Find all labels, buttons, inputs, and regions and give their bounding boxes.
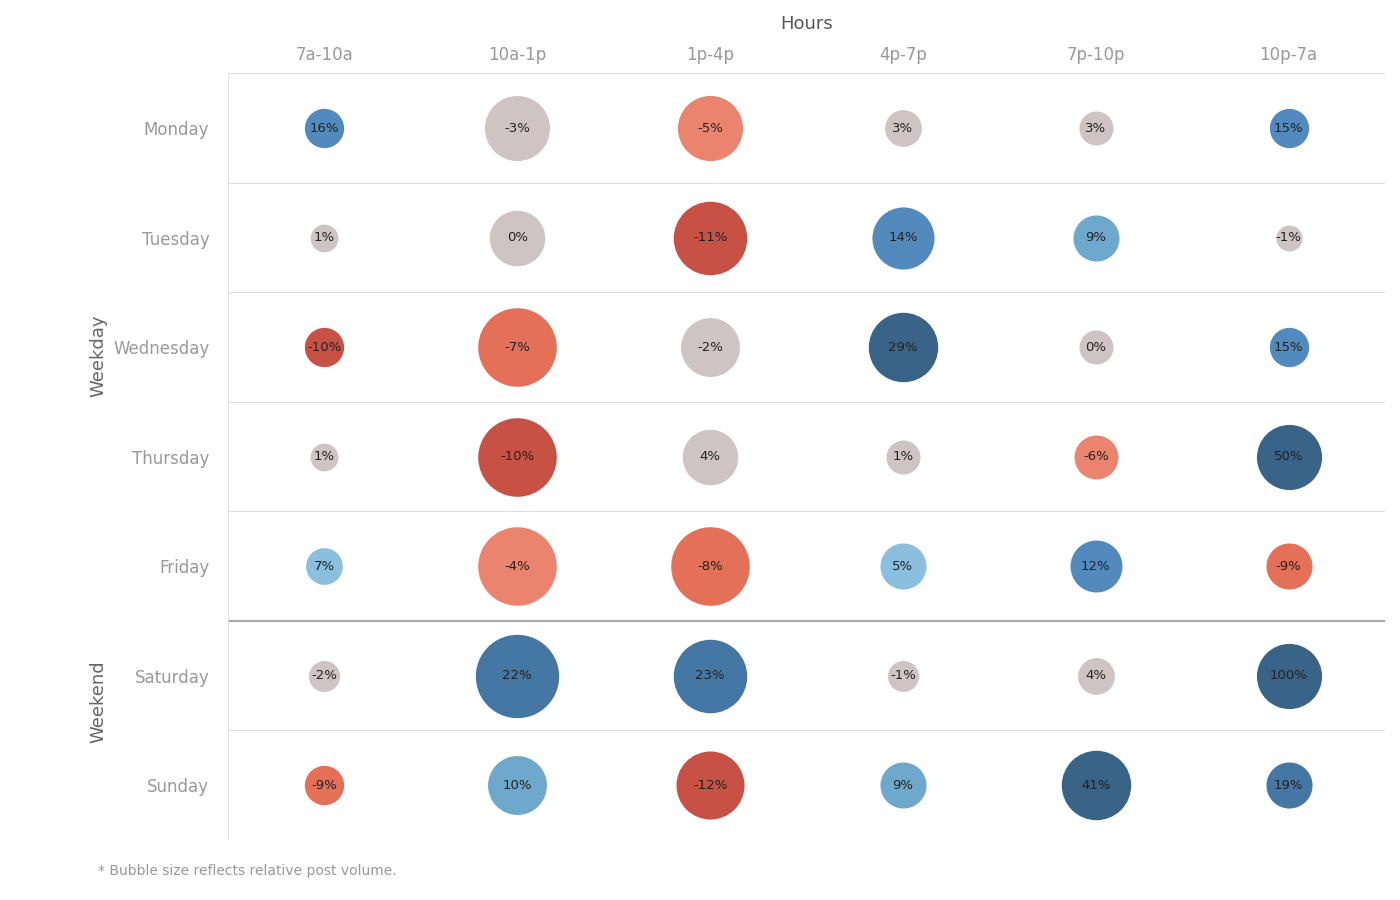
Point [505, 669, 528, 683]
Point [699, 778, 721, 792]
Point [699, 230, 721, 245]
Text: -3%: -3% [504, 122, 531, 135]
Text: -9%: -9% [312, 778, 337, 792]
Point [314, 121, 336, 135]
Text: 9%: 9% [892, 778, 913, 792]
Text: -4%: -4% [504, 560, 531, 572]
Text: -9%: -9% [1275, 560, 1302, 572]
Text: 5%: 5% [892, 560, 913, 572]
Point [699, 121, 721, 135]
Text: * Bubble size reflects relative post volume.: * Bubble size reflects relative post vol… [98, 863, 396, 878]
Text: 4%: 4% [700, 450, 721, 464]
Text: -2%: -2% [697, 341, 722, 354]
Point [314, 449, 336, 464]
Point [892, 449, 914, 464]
Text: -6%: -6% [1082, 450, 1109, 464]
Text: 41%: 41% [1081, 778, 1110, 792]
Text: 0%: 0% [1085, 341, 1106, 354]
Point [1277, 669, 1299, 683]
Point [1277, 778, 1299, 792]
Point [1277, 559, 1299, 573]
Text: Weekend: Weekend [90, 661, 106, 743]
Text: -10%: -10% [307, 341, 342, 354]
Text: 0%: 0% [507, 231, 528, 244]
Text: 9%: 9% [1085, 231, 1106, 244]
Point [1085, 121, 1107, 135]
Text: Weekday: Weekday [90, 314, 106, 397]
Point [505, 230, 528, 245]
Text: 3%: 3% [1085, 122, 1106, 135]
Point [1085, 559, 1107, 573]
Point [1277, 340, 1299, 355]
Point [505, 340, 528, 355]
Point [314, 559, 336, 573]
Text: 29%: 29% [888, 341, 917, 354]
X-axis label: Hours: Hours [780, 15, 833, 33]
Text: 1%: 1% [314, 450, 335, 464]
Text: -12%: -12% [693, 778, 727, 792]
Point [314, 669, 336, 683]
Point [699, 669, 721, 683]
Point [1085, 669, 1107, 683]
Text: 22%: 22% [503, 670, 532, 682]
Point [505, 449, 528, 464]
Text: 100%: 100% [1270, 670, 1308, 682]
Point [699, 449, 721, 464]
Point [699, 340, 721, 355]
Point [505, 559, 528, 573]
Text: -11%: -11% [693, 231, 727, 244]
Text: 19%: 19% [1274, 778, 1303, 792]
Text: 14%: 14% [888, 231, 917, 244]
Text: 12%: 12% [1081, 560, 1110, 572]
Point [1085, 778, 1107, 792]
Text: 3%: 3% [892, 122, 913, 135]
Point [1085, 449, 1107, 464]
Text: -5%: -5% [697, 122, 722, 135]
Point [314, 778, 336, 792]
Point [892, 230, 914, 245]
Point [1277, 230, 1299, 245]
Point [892, 340, 914, 355]
Text: 15%: 15% [1274, 122, 1303, 135]
Point [892, 121, 914, 135]
Text: 23%: 23% [696, 670, 725, 682]
Text: -2%: -2% [311, 670, 337, 682]
Point [505, 121, 528, 135]
Text: 1%: 1% [314, 231, 335, 244]
Point [1277, 449, 1299, 464]
Point [1085, 230, 1107, 245]
Point [1085, 340, 1107, 355]
Point [892, 778, 914, 792]
Point [314, 340, 336, 355]
Point [505, 778, 528, 792]
Point [892, 559, 914, 573]
Text: 50%: 50% [1274, 450, 1303, 464]
Text: -1%: -1% [890, 670, 916, 682]
Text: -7%: -7% [504, 341, 531, 354]
Text: -8%: -8% [697, 560, 722, 572]
Text: 15%: 15% [1274, 341, 1303, 354]
Point [314, 230, 336, 245]
Text: -10%: -10% [500, 450, 535, 464]
Text: 10%: 10% [503, 778, 532, 792]
Point [1277, 121, 1299, 135]
Text: 1%: 1% [892, 450, 913, 464]
Text: -1%: -1% [1275, 231, 1302, 244]
Text: 4%: 4% [1085, 670, 1106, 682]
Text: 7%: 7% [314, 560, 335, 572]
Point [892, 669, 914, 683]
Text: 16%: 16% [309, 122, 339, 135]
Point [699, 559, 721, 573]
